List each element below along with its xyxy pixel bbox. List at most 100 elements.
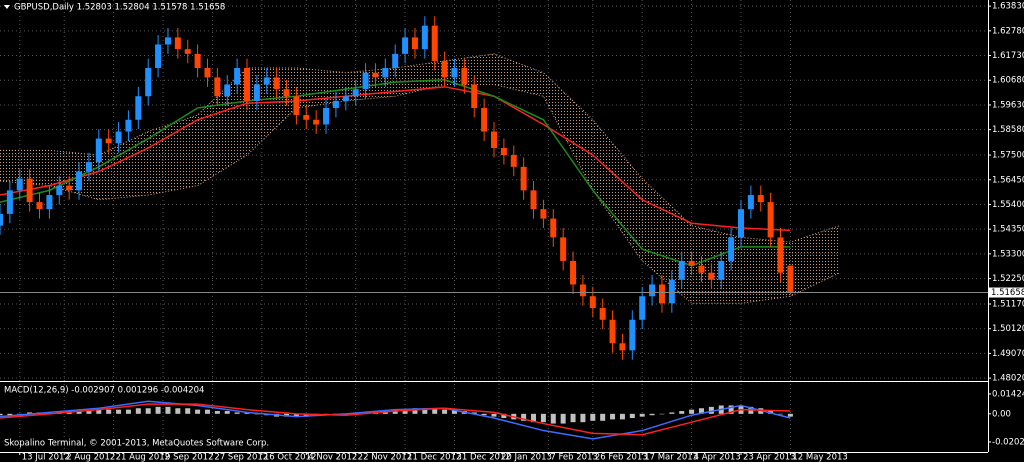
candle-body [352,89,359,97]
y-tick-label: 1.59630 [992,100,1024,110]
candle-body [135,96,142,120]
last-price-tag [989,287,1024,298]
candle-body [747,195,754,210]
macd-bar [165,406,171,414]
candle-body [668,279,675,304]
macd-bar [254,413,260,415]
candle-body [500,148,507,156]
candle-body [214,77,221,97]
macd-bar [778,413,784,415]
macd-bar [442,409,448,414]
macd-bar [7,413,13,416]
candle-body [441,60,448,78]
candle-body [609,319,616,344]
macd-bar [204,409,210,414]
macd-bar [689,409,695,414]
candle-body [530,190,537,210]
candle-body [777,237,784,273]
candle-body [570,260,577,285]
y-tick-label: 1.56450 [992,175,1024,185]
candle-body [16,178,23,191]
macd-bar [451,409,457,414]
macd-bar [550,413,556,424]
candle-body [550,218,557,238]
x-tick-label: 2 Aug 2012 [66,453,115,462]
candle-body [738,209,744,238]
candle-body [253,84,260,101]
candle-body [787,265,794,293]
macd-bar [76,411,82,414]
y-tick-label: 1.53300 [992,249,1024,259]
candle-body [411,37,418,50]
macd-bar [669,412,675,414]
macd-bar [412,408,418,414]
candle-body [26,178,33,203]
candle-body [85,162,92,172]
y-tick-label: 0.00 [992,409,1011,419]
x-tick-label: 20 Jan 2013 [501,453,552,462]
candle-body [0,213,3,226]
candle-body [332,100,339,108]
candle-body [599,308,606,320]
macd-bar [224,411,230,414]
candle-body [303,115,310,120]
candle-body [520,166,527,191]
candle-body [649,284,656,297]
macd-bar [214,411,220,414]
candle-body [678,260,685,280]
candle-body [164,37,171,45]
macd-bar [116,409,122,414]
candle-body [698,265,705,273]
candle-body [313,119,320,125]
macd-bar [0,413,3,416]
candle-body [579,284,586,297]
candle-body [639,296,646,320]
macd-bar [175,408,181,414]
y-tick-label: 0.014247 [992,389,1024,399]
macd-bar [649,413,655,416]
y-tick-label: 1.57500 [992,151,1024,161]
candle-body [125,119,132,132]
macd-bar [402,409,408,414]
candle-body [323,108,330,125]
macd-bar [135,408,141,414]
chart-title: GBPUSD,Daily 1.52803 1.52804 1.51578 1.5… [14,3,225,13]
candle-body [95,138,102,163]
x-tick-label: 21 Aug 2012 [116,453,170,462]
candle-body [767,202,774,238]
macd-bar [560,413,566,424]
x-tick-label: 31 Dec 2012 [456,453,510,462]
candle-body [263,77,270,85]
macd-bar [195,409,201,414]
candle-body [362,72,369,90]
candle-body [708,272,715,280]
candle-body [481,108,488,132]
candle-body [491,131,497,148]
x-tick-label: 9 Sep 2012 [165,453,213,462]
x-tick-label: 12 May 2013 [792,453,847,462]
candle-body [283,89,290,97]
x-tick-label: 26 Feb 2013 [595,453,648,462]
candle-body [273,77,280,90]
macd-bar [540,413,546,423]
candle-body [194,53,201,68]
indicator-line [0,86,791,232]
candle-body [431,25,438,61]
candle-body [46,195,53,210]
macd-bar [471,412,477,414]
y-tick-label: 1.49070 [992,349,1024,359]
candle-body [234,68,241,85]
candle-body [382,68,389,78]
footer: Skopalino Terminal, © 2001-2013, MetaQuo… [4,439,269,449]
candle-body [757,195,764,203]
candle-body [471,84,478,108]
y-tick-label: 1.54350 [992,225,1024,235]
cloud-lower [0,83,841,304]
macd-bar [580,413,586,423]
candle-body [589,296,596,308]
candle-body [115,131,122,144]
candle-body [560,237,567,261]
macd-bar [501,413,507,418]
candle-body [66,185,73,191]
macd-bar [570,413,576,423]
